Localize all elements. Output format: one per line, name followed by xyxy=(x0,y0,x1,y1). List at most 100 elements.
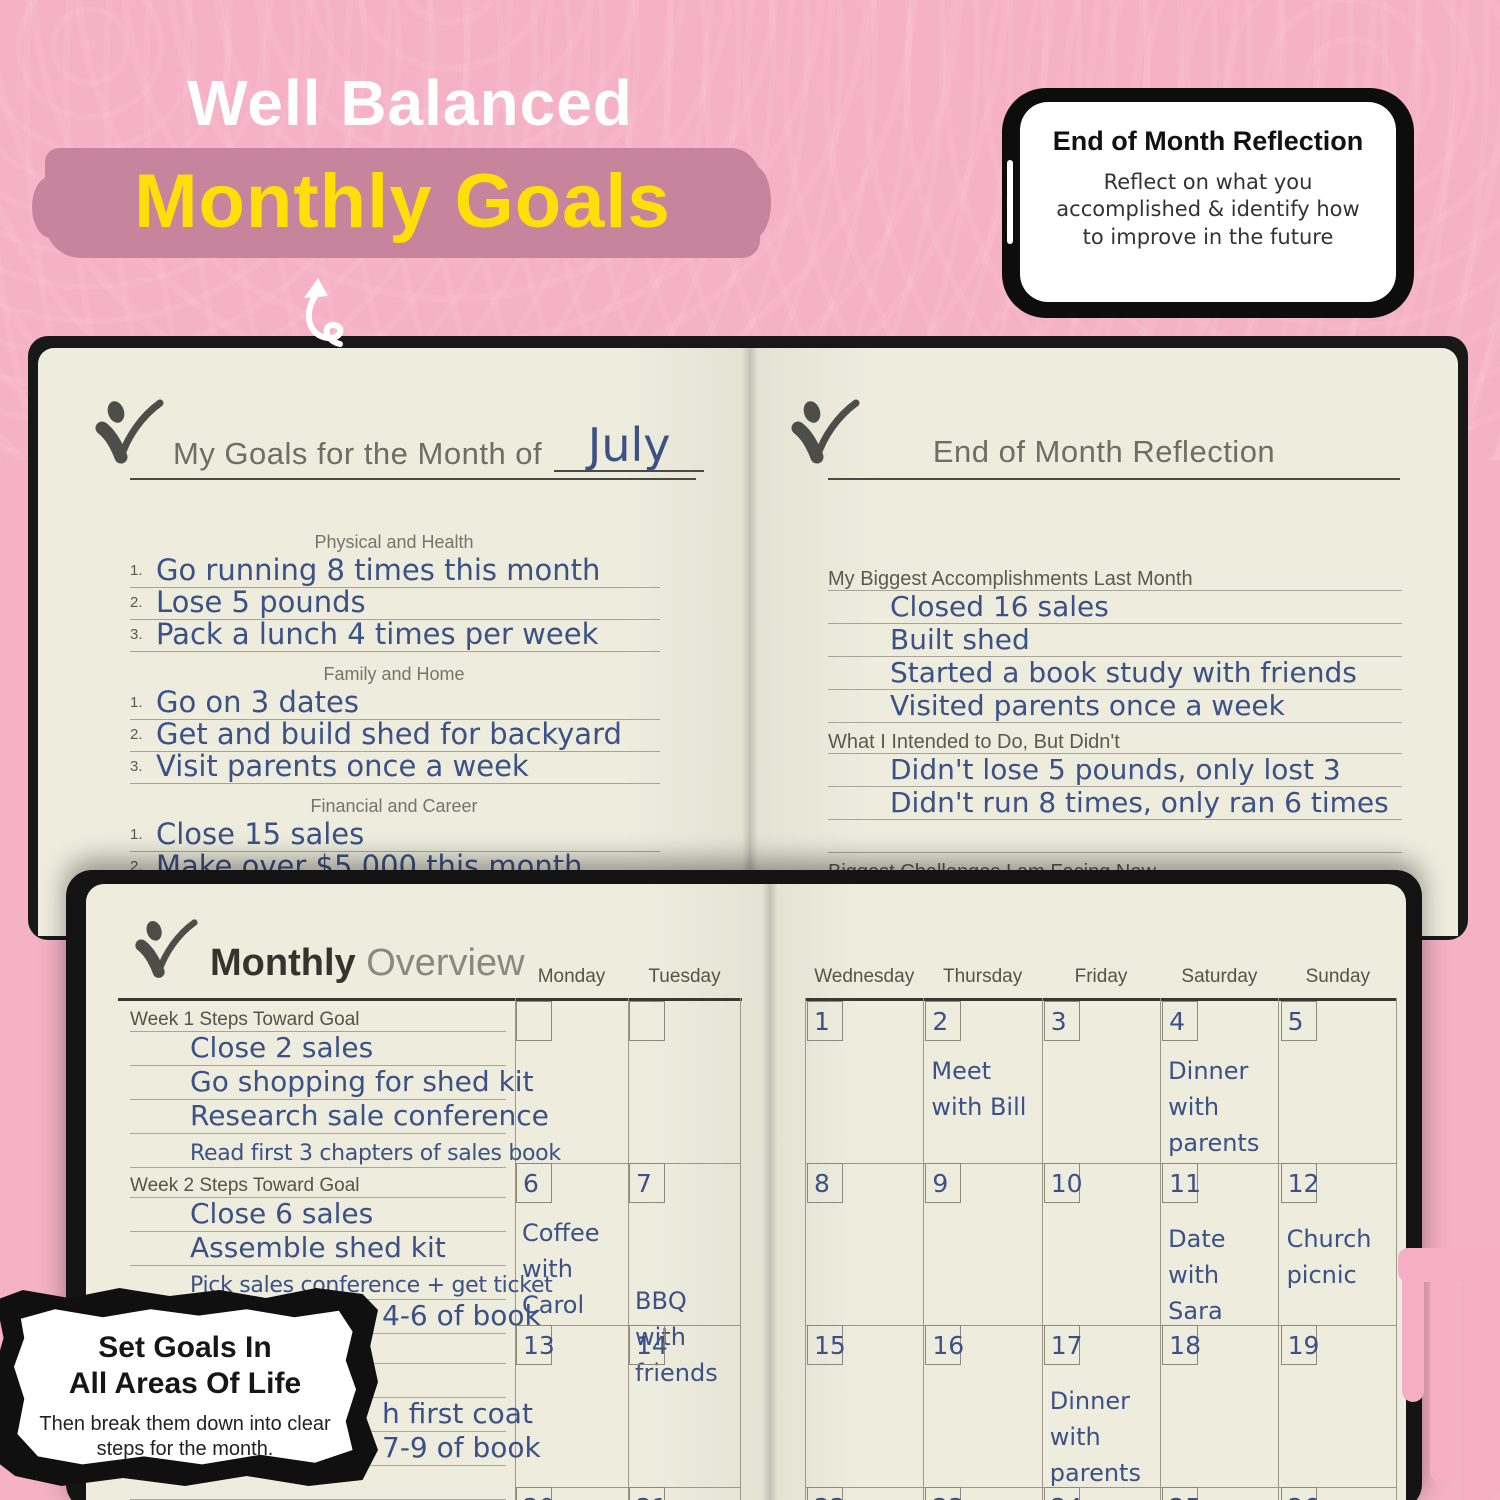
header-rule xyxy=(828,478,1400,480)
grid-line xyxy=(805,1163,1397,1164)
brand-logo-icon xyxy=(95,399,164,464)
goal-item-row: 2. Get and build shed for backyard xyxy=(130,717,660,752)
grid-line xyxy=(515,998,516,1500)
curved-arrow-icon xyxy=(304,278,344,347)
goals-month-value: July xyxy=(554,422,705,472)
reflection-page-title: End of Month Reflection xyxy=(932,434,1276,469)
calendar-cell xyxy=(515,1001,628,1163)
reflection-callout-card: End of Month Reflection Reflect on what … xyxy=(1020,102,1396,302)
day-number-box: 4 xyxy=(1162,1001,1199,1041)
calendar-cell: 4 Dinner with parents xyxy=(1161,1001,1279,1163)
goal-item-text: Close 15 sales xyxy=(156,817,365,851)
day-number-box: 20 xyxy=(516,1487,555,1500)
goal-item-text: Get and build shed for backyard xyxy=(156,717,622,751)
reflection-entry-row xyxy=(828,820,1402,853)
day-note: Coffee with Carol xyxy=(522,1219,600,1319)
phone-side-button xyxy=(1007,160,1013,244)
set-goals-title-line1: Set Goals In xyxy=(98,1331,272,1364)
grid-line xyxy=(515,1325,741,1326)
goals-page-title: My Goals for the Month of July xyxy=(173,422,705,472)
reflection-entry-text: Built shed xyxy=(890,623,1030,656)
header-title: Monthly Goals xyxy=(134,159,671,244)
set-goals-title-line2: All Areas Of Life xyxy=(68,1367,302,1400)
reflection-entry-text: Visited parents once a week xyxy=(890,689,1285,722)
week-steps-label: Week 2 Steps Toward Goal xyxy=(130,1168,506,1198)
day-note: BBQ with friends xyxy=(635,1287,718,1387)
calendar-cell: 18 xyxy=(1161,1325,1279,1487)
day-number-box: 1 xyxy=(807,1001,843,1041)
grid-line xyxy=(805,998,806,1500)
goal-item-number: 1. xyxy=(130,826,143,843)
reflection-callout-body: Reflect on what you accomplished & ident… xyxy=(1056,170,1360,249)
reflection-entry-row: Visited parents once a week xyxy=(828,689,1402,723)
week-step-row: Close 2 sales xyxy=(130,1031,506,1066)
header-subtitle: Well Balanced xyxy=(187,67,633,139)
day-note: Dinner with parents xyxy=(1168,1057,1260,1157)
goal-section-label: Financial and Career xyxy=(310,796,478,816)
day-number-box: 25 xyxy=(1162,1487,1201,1500)
week-step-row: 4-6 of book xyxy=(130,1299,541,1334)
paint-drip xyxy=(1402,1262,1424,1402)
grid-line xyxy=(1396,998,1397,1500)
goal-item-number: 3. xyxy=(130,626,143,643)
header-rule xyxy=(130,478,696,480)
calendar-right-grid: 1 2 Meet with Bill 3 4 Dinner with parents 5 8 9… xyxy=(806,1001,1398,1500)
grid-line xyxy=(515,1487,741,1488)
day-note: Meet with Bill xyxy=(931,1057,1027,1121)
day-number-box xyxy=(516,1001,552,1041)
goal-item-number: 1. xyxy=(130,694,143,711)
day-number-box: 24 xyxy=(1043,1487,1083,1500)
week-step-row: Go shopping for shed kit xyxy=(130,1065,534,1100)
day-number-box: 22 xyxy=(807,1487,846,1500)
calendar-cell: 2 Meet with Bill xyxy=(924,1001,1042,1163)
day-number-box: 7 xyxy=(629,1163,665,1203)
reflection-callout-title: End of Month Reflection xyxy=(1052,126,1364,156)
week-steps-label: Week 1 Steps Toward Goal xyxy=(130,1002,506,1032)
calendar-cell: 13 xyxy=(515,1325,628,1487)
overview-title-light: Overview xyxy=(366,942,525,984)
weekday-tuesday: Tuesday xyxy=(648,966,721,987)
calendar-cell: 11 Date with Sara xyxy=(1161,1163,1279,1325)
overview-page-right: Wednesday Thursday Friday Saturday Sunda… xyxy=(770,884,1406,1500)
day-number-box: 14 xyxy=(629,1325,668,1365)
weekday-saturday: Saturday xyxy=(1181,966,1258,987)
goal-item-row: 3. Visit parents once a week xyxy=(130,749,660,784)
day-note: Church picnic xyxy=(1286,1225,1372,1289)
grid-header-line xyxy=(805,998,1397,1001)
day-number-box: 15 xyxy=(807,1325,846,1365)
calendar-cell: 14 xyxy=(628,1325,741,1487)
goal-item-row: 3. Pack a lunch 4 times per week xyxy=(130,617,660,652)
reflection-section-label: What I Intended to Do, But Didn't xyxy=(828,723,1402,754)
calendar-left-grid: 6 Coffee with Carol 7 BBQ with friends 13 14 2… xyxy=(515,1001,741,1500)
week-step-row: Assemble shed kit xyxy=(130,1231,506,1266)
week-step-text: Go shopping for shed kit xyxy=(190,1065,534,1098)
goal-item-row: 1. Go on 3 dates xyxy=(130,685,660,720)
week-step-text: Pick sales conference + get ticket xyxy=(190,1273,553,1298)
reflection-section-label: My Biggest Accomplishments Last Month xyxy=(828,560,1402,591)
week-step-text: h first coat xyxy=(382,1397,533,1430)
calendar-cell: 6 Coffee with Carol xyxy=(515,1163,628,1325)
calendar-cell: 19 xyxy=(1280,1325,1398,1487)
day-note: Dinner with parents xyxy=(1049,1387,1141,1487)
calendar-cell: 15 xyxy=(806,1325,924,1487)
calendar-cell: 26 xyxy=(1280,1487,1398,1500)
grid-line xyxy=(740,998,741,1500)
week-step-row: Read first 3 chapters of sales book xyxy=(130,1134,561,1168)
week-step-text: Close 2 sales xyxy=(190,1031,374,1064)
day-number-box: 9 xyxy=(925,1163,962,1203)
calendar-cell: 12 Church picnic xyxy=(1280,1163,1398,1325)
weekday-headers-left: Monday Tuesday xyxy=(515,966,741,988)
reflection-entry-row: Built shed xyxy=(828,623,1402,657)
reflection-page: End of Month Reflection My Biggest Accom… xyxy=(750,348,1458,936)
grid-line xyxy=(515,1163,741,1164)
grid-line xyxy=(805,1487,1397,1488)
day-number-box: 23 xyxy=(925,1487,964,1500)
calendar-cell: 20 xyxy=(515,1487,628,1500)
weekday-thursday: Thursday xyxy=(943,966,1023,987)
calendar-cell xyxy=(628,1001,741,1163)
goals-rows: Physical and Health 1. Go running 8 times … xyxy=(92,520,696,884)
day-number-box: 17 xyxy=(1043,1325,1083,1365)
calendar-cell: 9 xyxy=(924,1163,1042,1325)
goal-section-label: Physical and Health xyxy=(314,532,474,552)
day-number-box: 10 xyxy=(1043,1163,1083,1203)
